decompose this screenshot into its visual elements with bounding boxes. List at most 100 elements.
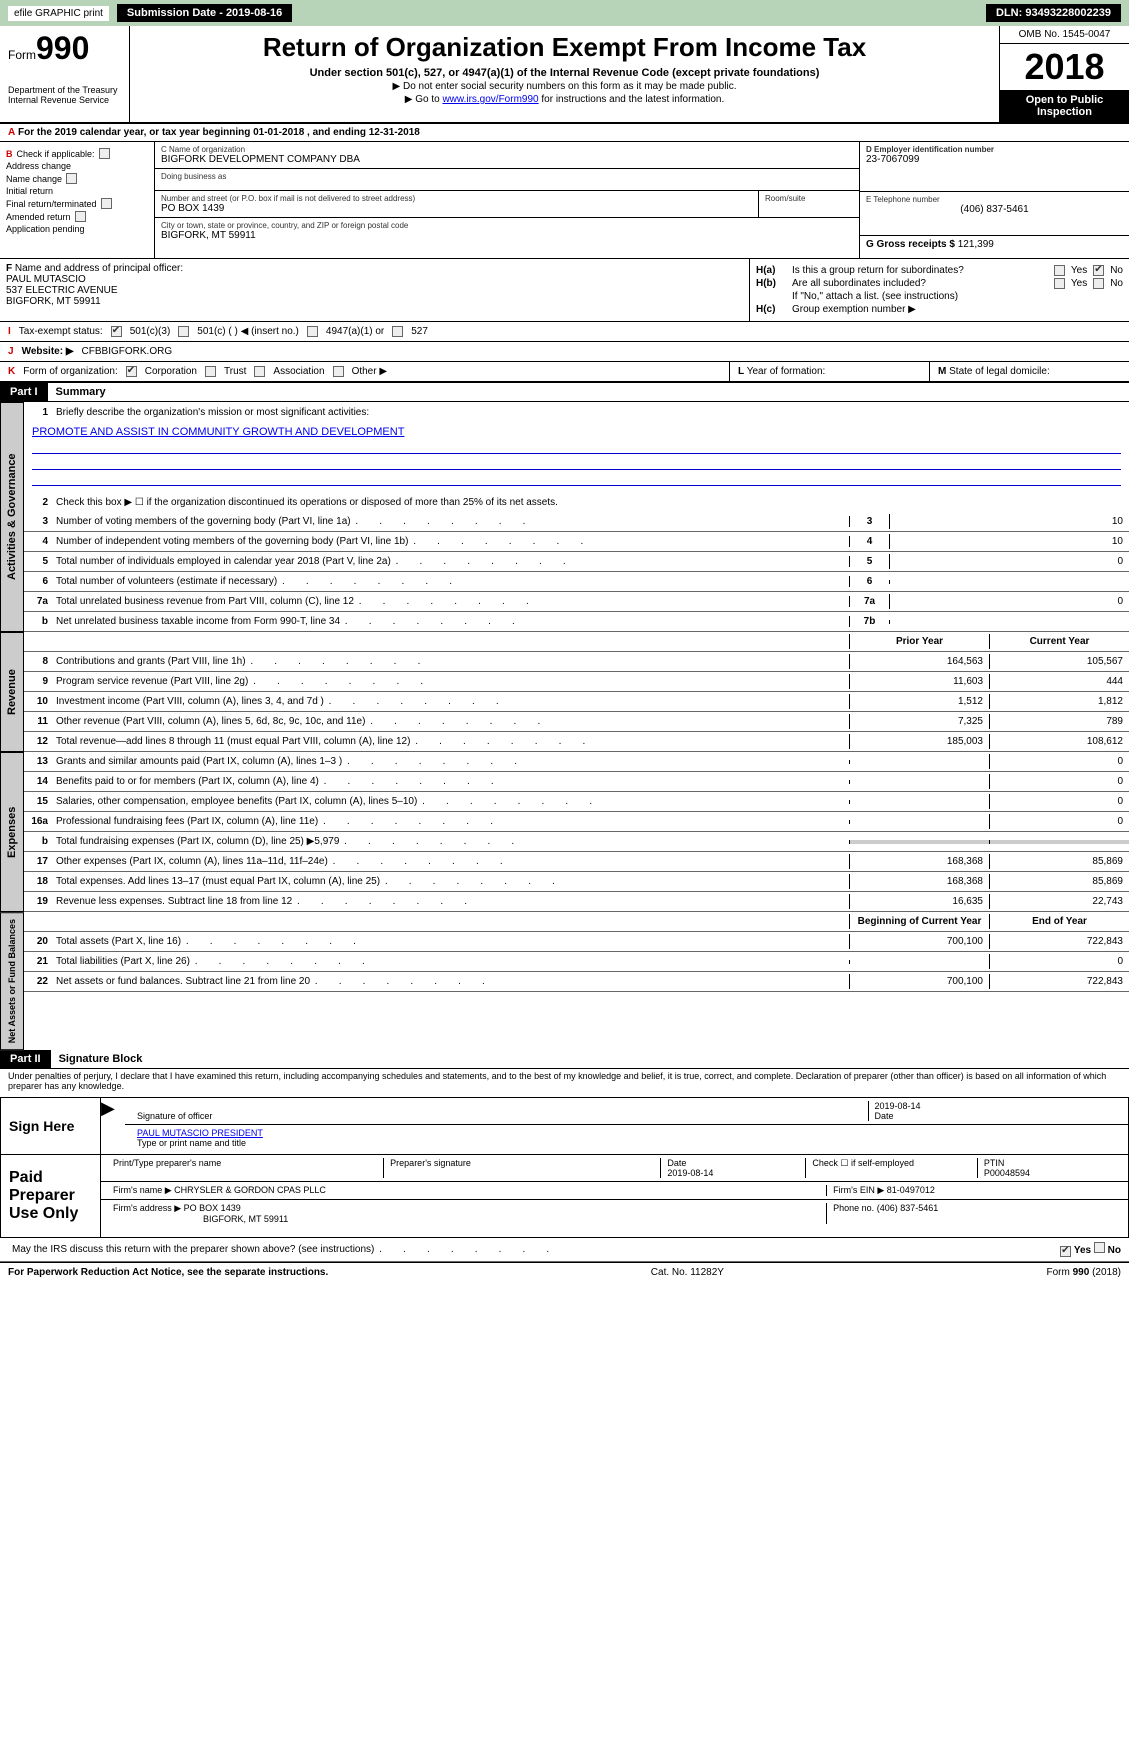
checkbox-icon[interactable] [392,326,403,337]
line-num: 21 [24,954,52,969]
current-year-val: 22,743 [989,894,1129,909]
governance-body: 1Briefly describe the organization's mis… [24,402,1129,632]
current-year-val: 0 [989,774,1129,789]
form-prefix: Form [8,48,36,62]
ein-val: 23-7067099 [866,154,1123,165]
footer-form-pre: Form [1047,1267,1073,1278]
table-row: 18Total expenses. Add lines 13–17 (must … [24,872,1129,892]
note2-pre: ▶ Go to [405,94,443,105]
line-desc: Total revenue—add lines 8 through 11 (mu… [52,734,849,749]
revenue-vtab: Revenue [0,632,24,752]
hb-label: H(b) [756,278,792,289]
part2-title: Signature Block [51,1053,143,1065]
checkbox-checked-icon[interactable] [1093,265,1104,276]
line-num: 5 [24,554,52,569]
line-desc: Program service revenue (Part VIII, line… [52,674,849,689]
submission-date-btn[interactable]: Submission Date - 2019-08-16 [117,4,292,22]
checkbox-icon[interactable] [1093,278,1104,289]
line-num: 19 [24,894,52,909]
open-public: Open to Public Inspection [1000,90,1129,122]
ha-text: Is this a group return for subordinates? [792,265,964,276]
firm-addr-val: PO BOX 1439 [184,1203,241,1213]
current-year-val: 85,869 [989,854,1129,869]
table-row: 16aProfessional fundraising fees (Part I… [24,812,1129,832]
blank [24,640,52,644]
hb-note: If "No," attach a list. (see instruction… [792,291,958,302]
room-cell: Room/suite [759,191,859,218]
note1: ▶ Do not enter social security numbers o… [136,81,993,92]
no-label: No [1108,1245,1121,1256]
label-f: F [6,263,12,274]
revenue-body: Prior YearCurrent Year 8Contributions an… [24,632,1129,752]
checkbox-icon[interactable] [205,366,216,377]
ein-label: D Employer identification number [866,145,994,154]
prep-inner: Print/Type preparer's name Preparer's si… [101,1155,1128,1237]
prior-year-val [849,800,989,804]
line-desc: Revenue less expenses. Subtract line 18 … [52,894,849,909]
addr-label: Number and street (or P.O. box if mail i… [161,194,752,203]
discuss-q: May the IRS discuss this return with the… [8,1242,1060,1257]
checkbox-checked-icon[interactable] [111,326,122,337]
checkbox-icon[interactable] [1054,278,1065,289]
checkbox-checked-icon[interactable] [1060,1246,1071,1257]
line-desc: Total fundraising expenses (Part IX, col… [52,834,849,849]
line-code: 7b [849,616,889,627]
prior-year-hdr: Prior Year [849,634,989,649]
line-num: 12 [24,734,52,749]
subtitle: Under section 501(c), 527, or 4947(a)(1)… [136,67,993,79]
footer-mid: Cat. No. 11282Y [328,1267,1046,1278]
firm-ein-label: Firm's EIN ▶ [833,1185,884,1195]
blank [52,920,849,924]
netassets-section: Net Assets or Fund Balances Beginning of… [0,912,1129,1050]
checkbox-icon[interactable] [333,366,344,377]
officer-addr: 537 ELECTRIC AVENUE [6,285,118,296]
line-desc: Professional fundraising fees (Part IX, … [52,814,849,829]
table-row: 19Revenue less expenses. Subtract line 1… [24,892,1129,912]
prior-year-val: 168,368 [849,854,989,869]
row-a-text: For the 2019 calendar year, or tax year … [18,127,304,138]
netassets-vtab: Net Assets or Fund Balances [0,912,24,1050]
line-num: 4 [24,534,52,549]
gross-cell: G Gross receipts $ 121,399 [860,236,1129,258]
blank [24,920,52,924]
line-num: 11 [24,714,52,729]
city-cell: City or town, state or province, country… [155,218,859,244]
checkbox-icon[interactable] [1094,1242,1105,1253]
checkbox-icon[interactable] [254,366,265,377]
checkbox-checked-icon[interactable] [126,366,137,377]
checkbox-icon[interactable] [1054,265,1065,276]
prior-year-val: 164,563 [849,654,989,669]
line-num: 9 [24,674,52,689]
line-val [889,620,1129,624]
checkbox-icon[interactable] [66,173,77,184]
city-val: BIGFORK, MT 59911 [161,230,853,241]
part1-header-row: Part I Summary [0,383,1129,402]
checkbox-icon[interactable] [178,326,189,337]
checkbox-icon[interactable] [99,148,110,159]
line-num: 3 [24,514,52,529]
corp-label: Corporation [145,366,197,377]
eoy-val: 722,843 [989,934,1129,949]
checkbox-icon[interactable] [307,326,318,337]
label-a: A [8,127,15,138]
line-desc: Net unrelated business taxable income fr… [52,614,849,629]
checkbox-icon[interactable] [75,211,86,222]
line-num: b [24,834,52,849]
firm-addr-cell: Firm's address ▶ PO BOX 1439BIGFORK, MT … [107,1203,827,1224]
sign-here-row: Sign Here ▶ Signature of officer 2019-08… [1,1098,1128,1155]
prep-date-val: 2019-08-14 [667,1168,713,1178]
checkbox-icon[interactable] [101,198,112,209]
omb-number: OMB No. 1545-0047 [1000,26,1129,44]
irs-link[interactable]: www.irs.gov/Form990 [442,94,538,105]
row-m: M State of legal domicile: [929,362,1129,381]
room-label: Room/suite [765,194,853,203]
current-year-val: 105,567 [989,654,1129,669]
firm-ein-val: 81-0497012 [887,1185,935,1195]
governance-section: Activities & Governance 1Briefly describ… [0,402,1129,632]
sig-officer-label: Signature of officer [137,1111,212,1121]
prior-year-val: 1,512 [849,694,989,709]
row-a-ending: , and ending 12-31-2018 [307,127,420,138]
line-desc: Contributions and grants (Part VIII, lin… [52,654,849,669]
boy-hdr: Beginning of Current Year [849,914,989,929]
form-title: Return of Organization Exempt From Incom… [136,32,993,63]
